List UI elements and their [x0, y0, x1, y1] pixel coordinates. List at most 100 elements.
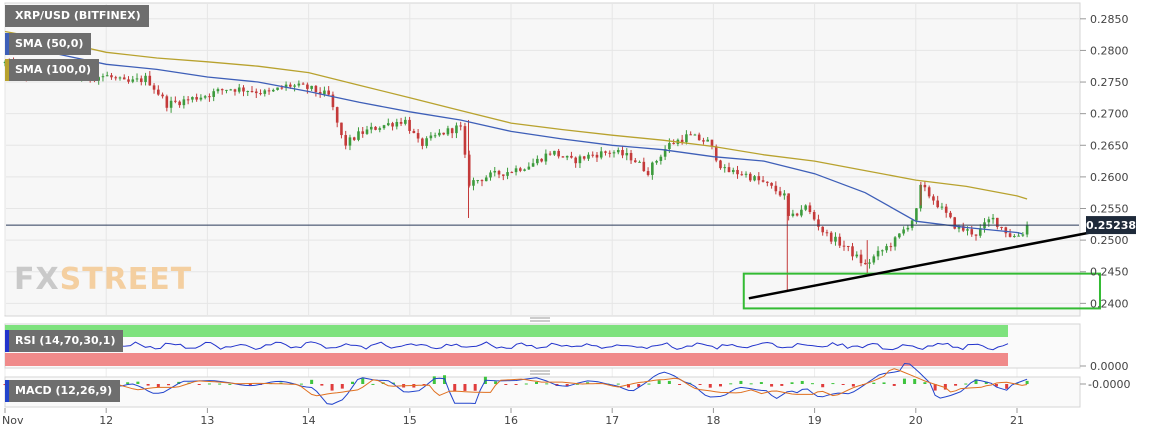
candle-body [497, 170, 501, 175]
candle-body [412, 130, 416, 134]
candle-body [548, 153, 552, 155]
macd-bar [933, 384, 937, 391]
candle-body [727, 167, 731, 173]
candle-body [557, 150, 560, 157]
candle-body [242, 87, 245, 92]
candle-body [927, 187, 931, 197]
candle-body [374, 126, 377, 130]
candle-body [352, 137, 356, 140]
candle-body [846, 245, 850, 247]
macd-bar [739, 380, 743, 384]
y-tick-label: 0.2550 [1090, 203, 1129, 216]
candle-body [378, 128, 382, 130]
macd-line [4, 362, 1028, 405]
candle-body [433, 135, 437, 137]
y-tick-label: 0.2700 [1090, 108, 1129, 121]
candle-body [825, 232, 829, 234]
macd-bar [371, 383, 375, 385]
candle-body [978, 228, 982, 236]
macd-bar [647, 383, 651, 385]
candle-body [680, 139, 684, 143]
candle-body [800, 209, 803, 216]
candle-body [442, 132, 445, 135]
macd-bar [218, 383, 222, 385]
macd-bar [207, 383, 211, 385]
macd-bar [299, 383, 303, 385]
panel-splitter-1[interactable] [530, 317, 550, 322]
macd-bar [279, 382, 283, 384]
candle-body [804, 205, 807, 210]
candle-body [280, 87, 284, 89]
candle-body [310, 85, 313, 89]
sma50-label[interactable]: SMA (50,0) [5, 33, 92, 55]
macd-bar [248, 384, 252, 386]
macd-bar [923, 382, 927, 384]
candle-body [817, 219, 820, 227]
macd-bar [892, 384, 896, 386]
candle-body [272, 89, 275, 92]
candle-body [331, 94, 335, 108]
macd-bar [749, 383, 753, 385]
x-tick-label: 13 [200, 414, 214, 427]
macd-bar [545, 383, 549, 385]
candle-body [629, 152, 633, 161]
macd-bar [453, 384, 457, 392]
candle-body [966, 229, 969, 231]
panel-splitter-2[interactable] [530, 370, 550, 375]
x-tick-label: 17 [605, 414, 619, 427]
candle-body [991, 217, 995, 220]
candle-body [829, 232, 833, 242]
horizontal-gridlines [6, 18, 1079, 304]
candle-body [634, 160, 637, 163]
candle-body [599, 151, 603, 158]
candle-body [399, 121, 403, 124]
macd-bar [821, 384, 825, 388]
sma100-label[interactable]: SMA (100,0) [5, 59, 100, 81]
symbol-label[interactable]: XRP/USD (BITFINEX) [5, 5, 149, 27]
macd-label[interactable]: MACD (12,26,9) [5, 380, 121, 402]
macd-bar [637, 384, 641, 387]
candle-body [344, 135, 348, 146]
candle-body [220, 89, 224, 91]
candle-body [953, 217, 957, 229]
sma100-label-text: SMA (100,0) [15, 63, 92, 76]
candle-body [212, 91, 215, 97]
candles-group [3, 57, 1029, 291]
candle-body [152, 85, 156, 90]
candle-body [604, 151, 607, 153]
candle-body [216, 89, 220, 92]
candle-body [936, 200, 939, 208]
candle-body [472, 180, 475, 186]
candle-body [1025, 224, 1029, 235]
candle-body [157, 89, 160, 95]
macd-bar [391, 382, 395, 384]
rsi-label[interactable]: RSI (14,70,30,1) [5, 330, 124, 352]
macd-bar [565, 384, 569, 387]
sma50-label-text: SMA (50,0) [15, 37, 84, 50]
candle-body [327, 90, 330, 95]
candle-body [178, 101, 181, 106]
price-axis: 0.2850 0.2800 0.2750 0.2700 0.2650 0.2600 0.25… [1080, 13, 1129, 310]
candle-body [885, 246, 888, 251]
candle-body [165, 96, 169, 108]
candle-body [655, 160, 658, 163]
candle-body [459, 125, 462, 127]
macd-bar [351, 381, 355, 384]
macd-bar [984, 381, 988, 384]
candle-body [493, 170, 497, 173]
candle-body [795, 213, 799, 216]
candle-body [706, 139, 710, 142]
candle-body [587, 154, 590, 159]
candle-body [135, 78, 139, 80]
candle-body [808, 205, 812, 213]
macd-bar [1025, 380, 1029, 384]
candle-body [297, 83, 301, 86]
candle-body [923, 184, 927, 188]
candle-body [702, 140, 705, 142]
candle-body [582, 156, 586, 159]
candle-body [438, 132, 441, 136]
macd-bar [810, 383, 814, 385]
candle-body [565, 155, 569, 158]
candle-body [748, 173, 752, 181]
macd-bar [361, 378, 365, 384]
